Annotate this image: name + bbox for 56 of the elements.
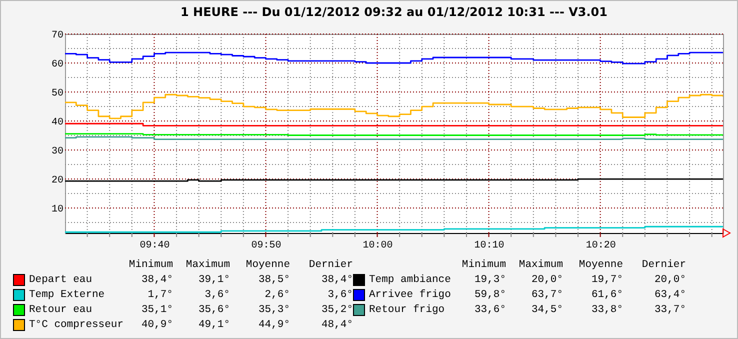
text: Moyenne bbox=[246, 259, 290, 271]
y-tick-label: 70 bbox=[51, 30, 64, 42]
text: 2,6° bbox=[264, 289, 290, 301]
text: 33,7° bbox=[653, 304, 686, 316]
text: 63,7° bbox=[531, 289, 563, 301]
text: Moyenne bbox=[578, 259, 623, 271]
text: 20,0° bbox=[531, 274, 563, 286]
text: 44,9° bbox=[258, 319, 290, 331]
text: 33,6° bbox=[473, 304, 506, 316]
y-tick-label: 60 bbox=[51, 60, 64, 71]
x-tick-label: 09:40 bbox=[140, 240, 170, 252]
text: 19,3° bbox=[474, 274, 506, 286]
legend-label: Temp ambiance bbox=[369, 274, 451, 286]
legend-label: Temp Externe bbox=[29, 289, 105, 301]
x-tick-label: 10:20 bbox=[586, 240, 616, 252]
text: 3,6° bbox=[326, 289, 353, 301]
text: 40,9° bbox=[141, 319, 173, 331]
text: 59,8° bbox=[474, 289, 506, 301]
x-tick-label: 10:00 bbox=[362, 240, 393, 252]
text: 38,5° bbox=[258, 274, 290, 286]
text: 39,1° bbox=[198, 274, 230, 286]
text: 38,4° bbox=[320, 274, 353, 286]
text: Maximum bbox=[186, 259, 230, 271]
legend-label: Retour frigo bbox=[369, 304, 445, 316]
text: 49,1° bbox=[198, 319, 230, 331]
y-tick-label: 50 bbox=[51, 88, 64, 100]
text: Dernier bbox=[642, 259, 686, 271]
text: 63,4° bbox=[653, 289, 686, 301]
text: 35,2° bbox=[320, 304, 353, 316]
text: 38,4° bbox=[140, 274, 173, 286]
text: 34,5° bbox=[531, 304, 563, 316]
legend-label: Depart eau bbox=[29, 274, 92, 286]
y-tick-label: 20 bbox=[51, 176, 64, 187]
text: 1,7° bbox=[146, 289, 173, 301]
text: Maximum bbox=[518, 259, 563, 271]
legend-label: T°C compresseur bbox=[29, 319, 124, 331]
text: 35,6° bbox=[198, 304, 230, 316]
legend-label: Arrivee frigo bbox=[369, 289, 451, 301]
x-tick-label: 09:50 bbox=[251, 240, 282, 252]
text: 19,7° bbox=[591, 274, 623, 286]
text: 35,1° bbox=[140, 304, 173, 316]
text: Dernier bbox=[308, 259, 353, 271]
y-tick-label: 40 bbox=[51, 118, 64, 129]
text: Minimum bbox=[128, 259, 173, 271]
x-tick-label: 10:10 bbox=[474, 240, 504, 252]
text: 33,8° bbox=[591, 304, 623, 316]
y-tick-label: 10 bbox=[51, 204, 64, 216]
text: 48,4° bbox=[320, 319, 353, 331]
text: 20,0° bbox=[653, 274, 686, 286]
text: Minimum bbox=[462, 259, 506, 271]
text: 61,6° bbox=[591, 289, 623, 301]
chart-title: 1 HEURE --- Du 01/12/2012 09:32 au 01/12/2012 10:31 --- V3.01 bbox=[180, 5, 608, 19]
legend-label: Retour eau bbox=[29, 304, 92, 316]
text: 3,6° bbox=[204, 289, 230, 301]
text: 35,3° bbox=[258, 304, 290, 316]
y-tick-label: 30 bbox=[51, 146, 64, 158]
